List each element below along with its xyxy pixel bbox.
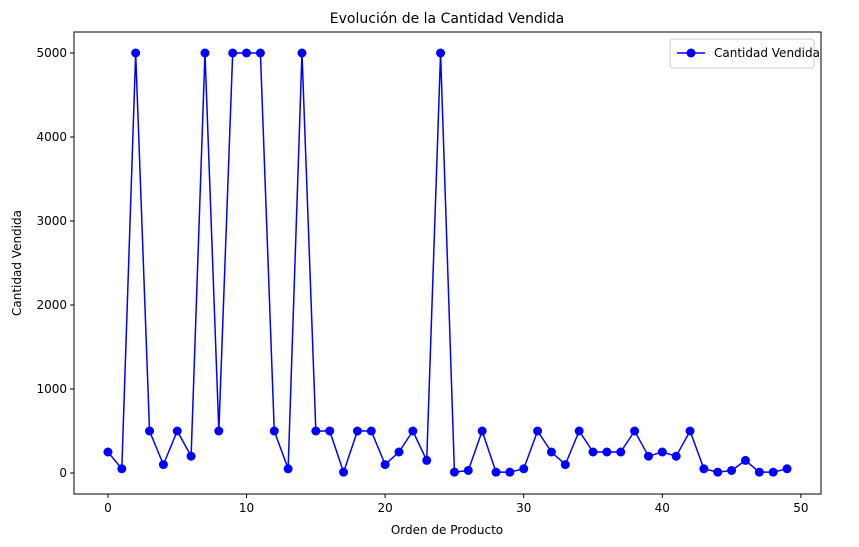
data-point	[339, 467, 349, 477]
data-point	[768, 467, 778, 477]
legend-marker-swatch	[686, 48, 696, 58]
plot-area	[103, 48, 792, 477]
data-point	[117, 464, 127, 474]
data-point	[283, 464, 293, 474]
data-point	[408, 426, 418, 436]
y-tick-label: 2000	[36, 298, 67, 312]
data-point	[186, 451, 196, 461]
data-point	[145, 426, 155, 436]
data-point	[200, 48, 210, 58]
data-point	[158, 460, 168, 470]
data-point	[657, 447, 667, 457]
data-point	[546, 447, 556, 457]
data-point	[449, 467, 459, 477]
data-point	[214, 426, 224, 436]
data-point	[727, 465, 737, 475]
data-point	[560, 460, 570, 470]
y-tick-label: 5000	[36, 46, 67, 60]
x-tick-label: 40	[655, 501, 670, 515]
data-point	[463, 465, 473, 475]
data-point	[533, 426, 543, 436]
series-line	[107, 52, 788, 473]
y-tick-label: 1000	[36, 382, 67, 396]
data-point	[602, 447, 612, 457]
data-point	[588, 447, 598, 457]
data-point	[782, 464, 792, 474]
y-axis-label: Cantidad Vendida	[10, 210, 24, 316]
x-axis-label: Orden de Producto	[391, 523, 503, 537]
x-tick-label: 20	[377, 501, 392, 515]
data-point	[311, 426, 321, 436]
data-point	[754, 467, 764, 477]
data-point	[505, 467, 515, 477]
chart-title: Evolución de la Cantidad Vendida	[330, 11, 564, 27]
data-point	[477, 426, 487, 436]
data-point	[269, 426, 279, 436]
legend-box	[669, 38, 815, 69]
data-point	[713, 467, 723, 477]
data-point	[172, 426, 182, 436]
data-point	[394, 447, 404, 457]
data-point	[242, 48, 252, 58]
x-tick-label: 50	[793, 501, 808, 515]
data-point	[297, 48, 307, 58]
x-tick-label: 0	[104, 501, 112, 515]
data-point	[325, 426, 335, 436]
data-point	[422, 455, 432, 465]
data-point	[671, 451, 681, 461]
data-point	[255, 48, 265, 58]
data-point	[366, 426, 376, 436]
data-point	[228, 48, 238, 58]
data-point	[685, 426, 695, 436]
data-point	[519, 464, 529, 474]
data-point	[436, 48, 446, 58]
data-point	[380, 460, 390, 470]
data-point	[103, 447, 113, 457]
data-point	[491, 467, 501, 477]
y-tick-label: 0	[59, 466, 67, 480]
data-point	[616, 447, 626, 457]
y-tick-label: 4000	[36, 130, 67, 144]
x-tick-label: 10	[239, 501, 254, 515]
data-point	[131, 48, 141, 58]
plot-frame	[73, 31, 822, 495]
x-tick-label: 30	[516, 501, 531, 515]
data-point	[643, 451, 653, 461]
data-point	[630, 426, 640, 436]
y-tick-label: 3000	[36, 214, 67, 228]
data-point	[352, 426, 362, 436]
data-point	[699, 464, 709, 474]
data-point	[740, 455, 750, 465]
data-point	[574, 426, 584, 436]
legend-label: Cantidad Vendida	[714, 46, 820, 60]
axis-ticks: 0 10 20 30 40 50 0 1000 2000 3000 4000 5000	[36, 46, 808, 515]
legend: Cantidad Vendida	[669, 38, 820, 69]
